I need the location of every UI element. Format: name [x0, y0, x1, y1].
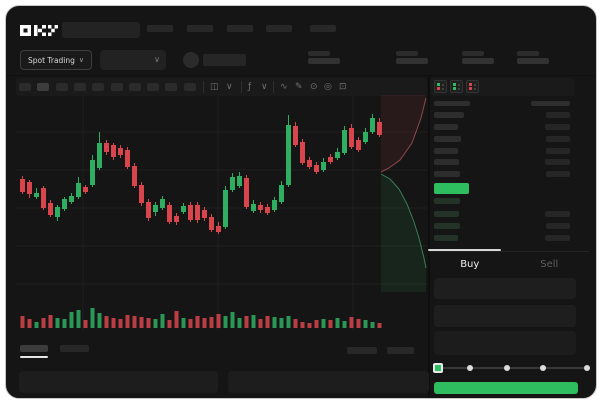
book-bids-icon[interactable]: [450, 80, 463, 93]
last-price-badge[interactable]: [434, 183, 469, 194]
timeframe-button-7[interactable]: [128, 83, 141, 91]
ticker-stat-label-2: [396, 51, 418, 56]
order-form-field-1[interactable]: [434, 278, 576, 299]
okx-logo-icon: [20, 25, 58, 36]
ask-row-amount-6[interactable]: [546, 171, 570, 177]
place-order-button[interactable]: [434, 382, 578, 394]
chart-toolbar: [16, 78, 427, 96]
ticker-stat-label-4: [517, 51, 539, 56]
ask-row-amount-2[interactable]: [545, 124, 570, 130]
ticker-stat-value-1: [308, 58, 340, 64]
ask-row-price-4[interactable]: [434, 148, 458, 154]
candlestick-chart-canvas[interactable]: [5, 5, 597, 399]
chevron-down-icon[interactable]: ∨: [226, 82, 233, 92]
ask-row-price-3[interactable]: [434, 136, 461, 142]
toolbar-divider: [273, 81, 274, 93]
chevron-down-icon: ∨: [78, 56, 85, 64]
timeframe-button-5[interactable]: [92, 83, 105, 91]
bid-row-amount-3[interactable]: [546, 223, 570, 229]
amount-slider[interactable]: [438, 367, 588, 369]
coin-icon: [183, 52, 199, 68]
ask-row-price-5[interactable]: [434, 159, 459, 165]
order-side-tabs: Buy Sell: [430, 251, 589, 276]
ticker-stat-value-2: [396, 58, 428, 64]
ask-row-amount-1[interactable]: [546, 112, 570, 118]
book-header-price: [434, 101, 470, 106]
bottom-tab-1[interactable]: [20, 345, 48, 352]
active-tab-indicator: [428, 249, 501, 251]
slider-stop-2[interactable]: [467, 365, 473, 371]
slider-stop-3[interactable]: [504, 365, 510, 371]
draw-icon[interactable]: ✎: [295, 82, 303, 92]
slider-handle[interactable]: [433, 363, 443, 373]
bottom-panel-1: [19, 371, 218, 393]
market-type-dropdown[interactable]: Spot Trading ∨: [20, 50, 92, 70]
okx-logo[interactable]: [20, 24, 60, 38]
tab-buy[interactable]: Buy: [460, 258, 480, 270]
chevron-down-icon[interactable]: ∨: [261, 82, 268, 92]
fullscreen-icon[interactable]: ⊡: [339, 82, 347, 92]
book-header-amount: [531, 101, 570, 106]
nav-item-2[interactable]: [187, 25, 213, 32]
bid-row-price-1[interactable]: [434, 198, 460, 204]
timeframe-button-8[interactable]: [147, 83, 160, 91]
market-type-label: Spot Trading: [27, 55, 75, 65]
timeframe-button-6[interactable]: [110, 83, 123, 91]
nav-item-3[interactable]: [227, 25, 253, 32]
toolbar-divider: [241, 81, 242, 93]
column-divider: [428, 75, 430, 398]
compare-icon[interactable]: ƒ: [248, 82, 252, 92]
ticker-stat-label-1: [308, 51, 330, 56]
ask-row-price-2[interactable]: [434, 124, 458, 130]
pair-dropdown[interactable]: ∨: [100, 50, 166, 70]
trading-app-frame: Spot Trading ∨ ∨: [5, 5, 597, 399]
toolbar-divider: [203, 81, 204, 93]
bottom-active-tab-underline: [20, 356, 48, 358]
header-divider: [6, 75, 596, 76]
timeframe-button-2[interactable]: [37, 83, 50, 91]
search-input[interactable]: [62, 22, 140, 38]
bid-row-price-2[interactable]: [434, 211, 459, 217]
order-form-field-3[interactable]: [434, 331, 576, 355]
book-asks-icon[interactable]: [466, 80, 479, 93]
pair-name-placeholder: [203, 54, 246, 66]
nav-item-4[interactable]: [266, 25, 292, 32]
bid-row-price-3[interactable]: [434, 223, 460, 229]
timeframe-button-4[interactable]: [73, 83, 86, 91]
bid-row-amount-4[interactable]: [545, 235, 570, 241]
ask-row-price-1[interactable]: [434, 112, 464, 118]
bid-row-amount-2[interactable]: [545, 211, 570, 217]
ticker-stat-value-3: [462, 58, 494, 64]
slider-stop-5[interactable]: [584, 365, 590, 371]
ask-row-amount-3[interactable]: [546, 136, 570, 142]
ticker-stat-value-4: [517, 58, 549, 64]
bottom-control-2[interactable]: [387, 347, 414, 354]
chevron-down-icon: ∨: [154, 55, 160, 64]
timeframe-button-10[interactable]: [183, 83, 196, 91]
bottom-panel-2: [228, 371, 429, 393]
timeframe-button-9[interactable]: [165, 83, 178, 91]
nav-item-1[interactable]: [147, 25, 173, 32]
bid-row-price-4[interactable]: [434, 235, 458, 241]
nav-item-5[interactable]: [310, 25, 336, 32]
book-combined-icon[interactable]: [434, 80, 447, 93]
timeframe-button-3[interactable]: [55, 83, 68, 91]
order-form-field-2[interactable]: [434, 305, 576, 327]
ask-row-amount-4[interactable]: [546, 148, 570, 154]
bottom-tab-2[interactable]: [60, 345, 89, 352]
ask-row-amount-5[interactable]: [545, 159, 570, 165]
ticker-stat-label-3: [462, 51, 484, 56]
settings-icon[interactable]: ◎: [324, 82, 332, 92]
ask-row-price-6[interactable]: [434, 171, 460, 177]
indicator-icon[interactable]: ◫: [210, 82, 219, 92]
snapshot-icon[interactable]: ⊙: [310, 82, 318, 92]
bottom-control-1[interactable]: [347, 347, 377, 354]
tab-sell[interactable]: Sell: [540, 258, 559, 270]
timeframe-button-1[interactable]: [19, 83, 31, 91]
line-tool-icon[interactable]: ∿: [280, 82, 288, 92]
slider-stop-4[interactable]: [540, 365, 546, 371]
